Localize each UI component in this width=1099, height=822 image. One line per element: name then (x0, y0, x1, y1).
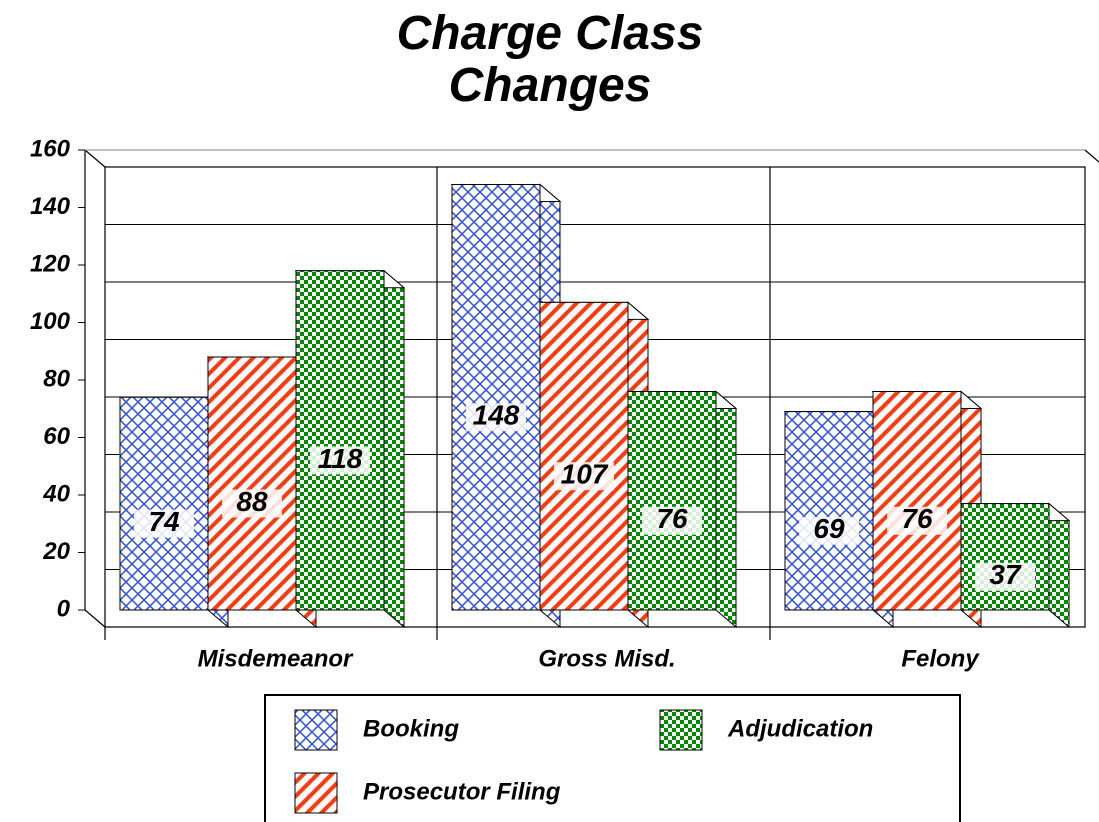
value-label: 69 (813, 513, 845, 544)
value-label-bg (554, 462, 614, 491)
chart-title: Charge Class Changes (396, 7, 704, 112)
value-label: 76 (656, 503, 688, 534)
value-label-bg (466, 403, 526, 432)
value-label: 74 (148, 506, 180, 537)
y-tick-label: 20 (42, 538, 70, 565)
value-label-bg (310, 446, 370, 475)
bar (451, 184, 541, 611)
legend-label: Prosecutor Filing (363, 778, 561, 805)
legend-swatch (294, 709, 338, 751)
x-tick-label: Misdemeanor (198, 645, 354, 672)
edge (84, 149, 106, 168)
edge (84, 609, 106, 628)
y-tick-label: 80 (43, 365, 70, 392)
x-tick-label: Gross Misd. (538, 645, 675, 672)
bar (960, 503, 1050, 611)
bar-side (383, 269, 405, 629)
bar (872, 391, 962, 611)
value-label: 88 (236, 486, 268, 517)
y-tick-label: 100 (30, 308, 71, 335)
bar-side (715, 390, 737, 629)
value-label-bg (222, 489, 282, 518)
y-tick-label: 60 (43, 423, 70, 450)
y-tick-label: 120 (30, 250, 71, 277)
bar (627, 391, 717, 611)
value-label-bg (642, 506, 702, 535)
legend-swatch (294, 772, 338, 814)
value-label: 37 (989, 559, 1022, 590)
value-label-bg (134, 509, 194, 538)
bar-side (1048, 502, 1070, 629)
bar (207, 356, 297, 611)
bar (295, 270, 385, 611)
bar (539, 301, 629, 611)
x-tick-label: Felony (901, 645, 980, 672)
bar (784, 411, 874, 611)
y-tick-label: 0 (57, 595, 71, 622)
y-tick-label: 160 (30, 135, 71, 162)
y-tick-label: 140 (30, 193, 71, 220)
value-label-bg (887, 506, 947, 535)
value-label-bg (975, 562, 1035, 591)
legend-swatch (659, 709, 703, 751)
value-label: 76 (901, 503, 933, 534)
bar (119, 396, 209, 611)
value-label: 107 (561, 459, 609, 490)
y-tick-label: 40 (42, 480, 70, 507)
legend (264, 694, 961, 822)
legend-label: Booking (363, 715, 459, 742)
value-label: 118 (318, 443, 363, 474)
legend-label: Adjudication (727, 715, 873, 742)
value-label-bg (799, 516, 859, 545)
edge (1084, 149, 1099, 163)
value-label: 148 (473, 400, 520, 431)
